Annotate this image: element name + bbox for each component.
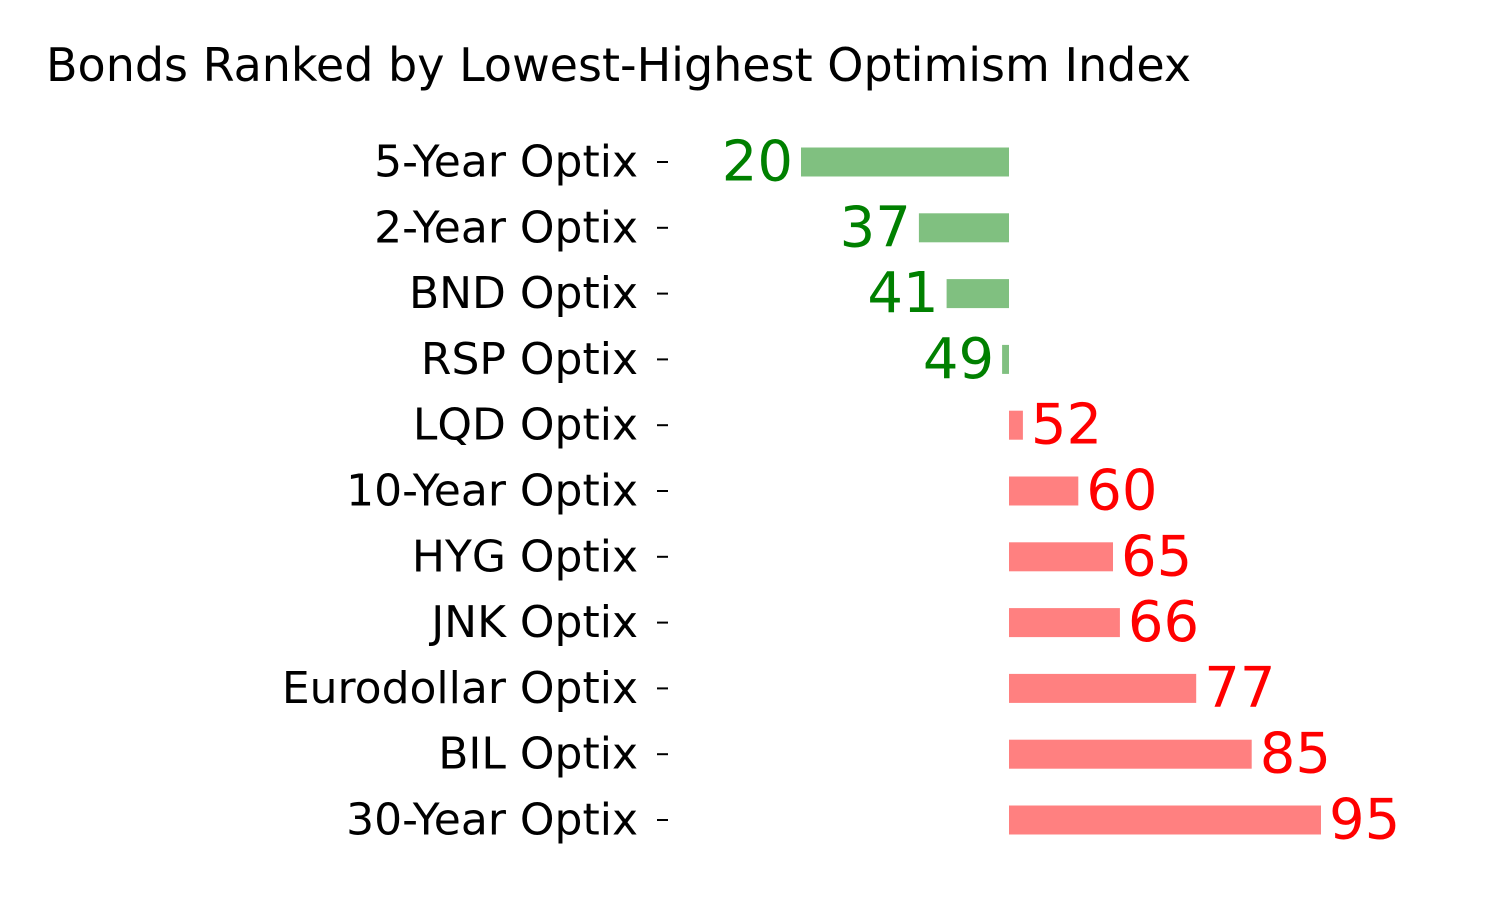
bar [1009,673,1197,703]
data-label: 66 [1128,590,1199,655]
y-tick-label: 30-Year Optix [346,795,638,846]
y-tick-label: LQD Optix [413,400,638,451]
data-label: 77 [1204,656,1275,721]
y-tick-label: RSP Optix [421,334,638,385]
data-label: 60 [1086,459,1157,524]
y-tick-label: BND Optix [409,268,638,319]
bar [1009,410,1023,440]
bar [1009,542,1113,572]
data-label: 20 [722,130,793,195]
bar [801,147,1009,177]
chart-title: Bonds Ranked by Lowest-Highest Optimism … [46,38,1192,92]
y-tick-label: Eurodollar Optix [282,663,638,714]
data-label: 49 [923,327,994,392]
y-tick-label: 5-Year Optix [374,137,638,188]
bar [1002,344,1009,374]
bar [1009,476,1079,506]
data-label: 37 [840,195,911,260]
y-tick-label: 10-Year Optix [346,466,638,517]
bar [1009,608,1120,638]
data-label: 41 [867,261,938,326]
y-axis-ticks [657,161,668,821]
bars-layer [801,147,1321,835]
bar [946,279,1009,309]
category-labels: 5-Year Optix 2-Year Optix BND Optix RSP Opt… [282,137,638,846]
bar [1009,739,1252,769]
data-label: 85 [1260,722,1331,787]
data-label: 52 [1031,393,1102,458]
data-label: 95 [1329,788,1400,853]
bar [918,213,1009,243]
bar [1009,805,1321,835]
y-tick-label: HYG Optix [412,531,638,582]
data-label: 65 [1121,524,1192,589]
y-tick-label: JNK Optix [428,597,638,648]
y-tick-label: 2-Year Optix [374,202,638,253]
y-tick-label: BIL Optix [438,729,638,780]
